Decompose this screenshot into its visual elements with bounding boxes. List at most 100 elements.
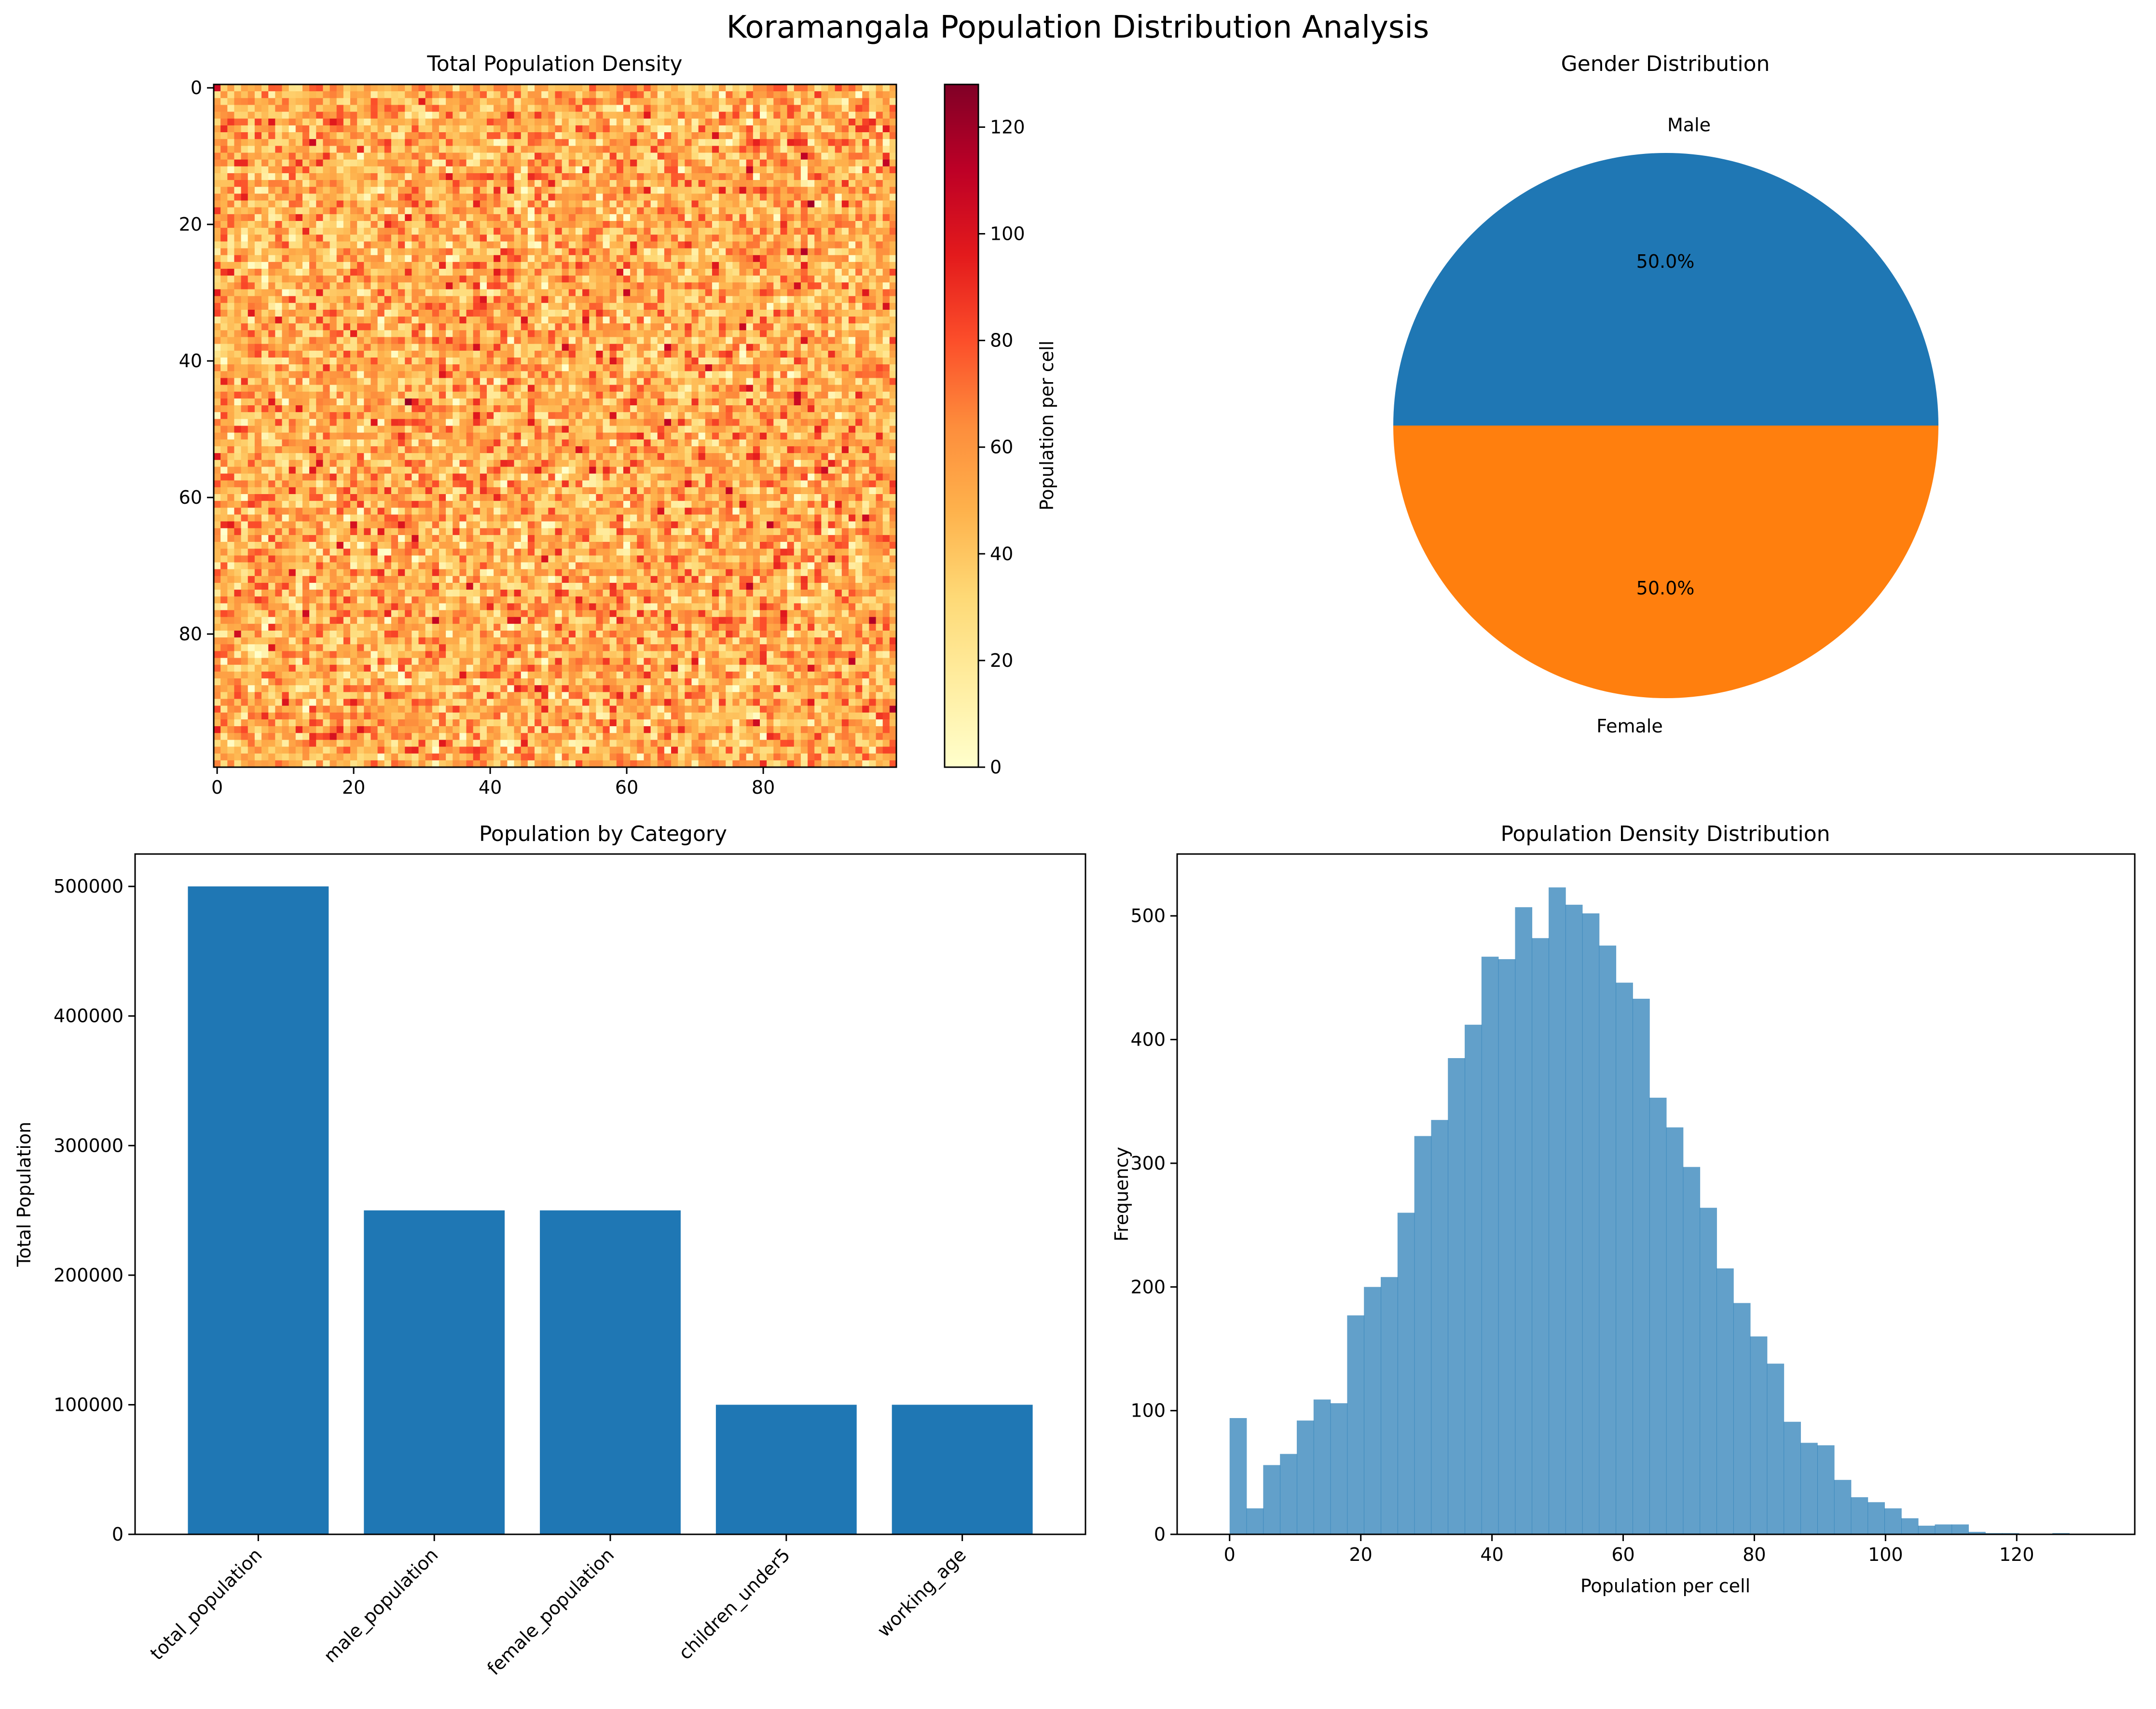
heatmap-cell [841, 111, 849, 119]
heatmap-cell [302, 159, 310, 167]
heatmap-cell [555, 337, 563, 345]
heatmap-cell [507, 303, 515, 310]
heatmap-cell [282, 248, 289, 256]
heatmap-cell [227, 269, 235, 276]
heatmap-cell [405, 84, 412, 92]
heatmap-cell [800, 344, 808, 351]
heatmap-cell [323, 344, 330, 351]
heatmap-cell [869, 371, 877, 379]
heatmap-cell [336, 234, 344, 242]
heatmap-cell [439, 152, 446, 160]
heatmap-cell [821, 269, 829, 276]
heatmap-cell [603, 337, 610, 345]
heatmap-cell [391, 248, 398, 256]
heatmap-cell [876, 132, 883, 139]
heatmap-cell [261, 118, 269, 126]
heatmap-cell [377, 419, 385, 427]
heatmap-cell [527, 132, 535, 139]
heatmap-cell [644, 276, 651, 283]
heatmap-cell [384, 98, 392, 106]
heatmap-cell [282, 323, 289, 331]
heatmap-cell [882, 303, 890, 310]
heatmap-cell [760, 398, 767, 406]
heatmap-cell [535, 344, 542, 351]
heatmap-cell [466, 282, 474, 290]
heatmap-cell [882, 385, 890, 392]
heatmap-cell [268, 234, 275, 242]
heatmap-cell [862, 303, 869, 310]
heatmap-cell [268, 309, 275, 317]
heatmap-cell [828, 234, 836, 242]
heatmap-cell [685, 364, 692, 372]
heatmap-cell [637, 228, 645, 235]
heatmap-cell [527, 419, 535, 427]
heatmap-cell [275, 296, 283, 303]
heatmap-cell [760, 146, 767, 153]
heatmap-cell [261, 193, 269, 201]
heatmap-cell [664, 282, 672, 290]
heatmap-cell [889, 371, 897, 379]
heatmap-cell [787, 241, 795, 249]
heatmap-cell [609, 84, 617, 92]
heatmap-cell [487, 118, 494, 126]
heatmap-cell [650, 125, 658, 133]
heatmap-cell [835, 296, 842, 303]
heatmap-cell [562, 132, 569, 139]
heatmap-cell [630, 118, 637, 126]
heatmap-cell [418, 398, 426, 406]
heatmap-cell [507, 317, 515, 324]
heatmap-cell [514, 166, 522, 174]
heatmap-cell [691, 91, 699, 98]
heatmap-cell [637, 398, 645, 406]
heatmap-cell [800, 412, 808, 419]
heatmap-cell [869, 98, 877, 106]
heatmap-cell [466, 166, 474, 174]
heatmap-cell [439, 125, 446, 133]
heatmap-cell [889, 378, 897, 386]
heatmap-cell [760, 323, 767, 331]
heatmap-cell [787, 371, 795, 379]
heatmap-cell [568, 152, 576, 160]
heatmap-cell [446, 146, 453, 153]
heatmap-cell [295, 303, 303, 310]
heatmap-cell [214, 125, 221, 133]
heatmap-cell [732, 214, 740, 221]
heatmap-cell [787, 139, 795, 146]
heatmap-cell [405, 105, 412, 112]
heatmap-cell [821, 146, 829, 153]
heatmap-cell [466, 200, 474, 208]
heatmap-cell [657, 146, 665, 153]
heatmap-cell [719, 132, 726, 139]
heatmap-cell [330, 398, 337, 406]
heatmap-cell [459, 385, 467, 392]
heatmap-cell [398, 248, 405, 256]
heatmap-cell [671, 350, 678, 358]
heatmap-cell [800, 241, 808, 249]
heatmap-cell [814, 248, 822, 256]
heatmap-cell [582, 125, 590, 133]
heatmap-cell [657, 159, 665, 167]
heatmap-cell [507, 385, 515, 392]
heatmap-cell [288, 91, 296, 98]
heatmap-cell [773, 152, 781, 160]
heatmap-cell [882, 173, 890, 180]
heatmap-cell [535, 337, 542, 345]
heatmap-cell [446, 159, 453, 167]
heatmap-cell [562, 248, 569, 256]
heatmap-cell [541, 330, 549, 338]
heatmap-cell [500, 200, 508, 208]
heatmap-cell [521, 234, 528, 242]
heatmap-cell [685, 111, 692, 119]
heatmap-cell [575, 296, 583, 303]
heatmap-cell [753, 364, 760, 372]
heatmap-cell [521, 91, 528, 98]
heatmap-cell [535, 91, 542, 98]
heatmap-cell [780, 398, 788, 406]
heatmap-cell [828, 289, 836, 297]
heatmap-cell [302, 207, 310, 215]
heatmap-cell [691, 248, 699, 256]
heatmap-cell [623, 358, 631, 365]
heatmap-cell [535, 317, 542, 324]
heatmap-cell [405, 180, 412, 187]
heatmap-cell [623, 159, 631, 167]
